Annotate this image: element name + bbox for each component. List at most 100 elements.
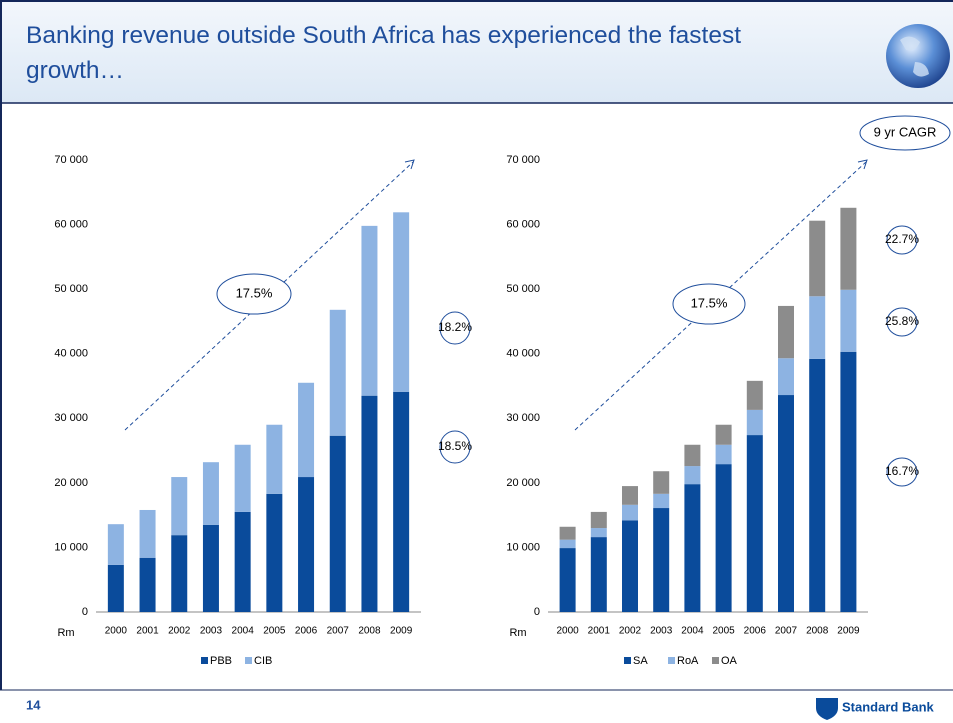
annotation: 18.2%: [438, 320, 472, 334]
globe-icon: [886, 24, 950, 88]
x-tick-label: 2002: [168, 626, 191, 637]
legend-swatch: [668, 657, 675, 664]
bar-segment: [716, 464, 732, 612]
bar-segment: [840, 290, 856, 352]
x-tick-label: 2009: [837, 626, 860, 637]
bar-segment: [778, 395, 794, 612]
slide: Standard Bank 14 0 10 000 20 000 30 000 40 0…: [0, 0, 953, 723]
bar-segment: [393, 392, 409, 612]
annotation: 22.7%: [885, 232, 919, 246]
annotation: 25.8%: [885, 314, 919, 328]
bar-segment: [840, 208, 856, 290]
bar-segment: [108, 565, 124, 612]
bar-segment: [747, 410, 763, 435]
bar-segment: [809, 296, 825, 359]
bar-segment: [235, 512, 251, 612]
legend-label: SA: [633, 655, 648, 667]
x-tick-label: 2008: [358, 626, 381, 637]
bar-segment: [330, 310, 346, 436]
x-tick-label: 2004: [681, 626, 704, 637]
bar-segment: [747, 381, 763, 410]
bar-segment: [171, 477, 187, 535]
bar-segment: [393, 212, 409, 392]
bar-segment: [653, 508, 669, 612]
slide-title: Banking revenue outside South Africa has…: [26, 18, 816, 88]
logo-text: Standard Bank: [842, 699, 935, 714]
y-axis-label: Rm: [57, 627, 74, 639]
bar-segment: [684, 466, 700, 484]
x-tick-label: 2001: [136, 626, 159, 637]
y-tick-label: 0: [534, 606, 540, 618]
legend-label: RoA: [677, 655, 699, 667]
chart: Standard Bank 14 0 10 000 20 000 30 000 40 0…: [0, 0, 953, 723]
legend-label: CIB: [254, 655, 272, 667]
bar-segment: [330, 436, 346, 612]
legend-swatch: [245, 657, 252, 664]
bar-segment: [560, 527, 576, 540]
x-tick-label: 2006: [744, 626, 767, 637]
annotation: 17.5%: [691, 295, 728, 310]
bar-segment: [840, 352, 856, 612]
x-tick-label: 2005: [712, 626, 735, 637]
bar-segment: [361, 396, 377, 612]
y-tick-label: 50 000: [506, 283, 540, 295]
bar-segment: [747, 435, 763, 612]
bar-segment: [140, 558, 156, 612]
bar-segment: [684, 445, 700, 466]
legend-swatch: [624, 657, 631, 664]
x-tick-label: 2006: [295, 626, 318, 637]
bar-segment: [203, 525, 219, 612]
y-tick-label: 60 000: [54, 218, 88, 230]
bar-segment: [591, 528, 607, 537]
arrow-head: [405, 160, 414, 169]
legend-label: OA: [721, 655, 738, 667]
bar-segment: [778, 358, 794, 395]
bar-segment: [298, 383, 314, 477]
x-tick-label: 2000: [556, 626, 579, 637]
bar-segment: [560, 540, 576, 548]
x-tick-label: 2007: [775, 626, 798, 637]
page-number: 14: [26, 697, 41, 712]
y-tick-label: 20 000: [54, 477, 88, 489]
bar-segment: [560, 548, 576, 612]
bar-segment: [716, 425, 732, 445]
bar-segment: [716, 445, 732, 464]
y-tick-label: 40 000: [506, 348, 540, 360]
bar-segment: [622, 486, 638, 505]
bar-segment: [653, 471, 669, 494]
y-tick-label: 0: [82, 606, 88, 618]
bar-segment: [235, 445, 251, 512]
x-tick-label: 2005: [263, 626, 286, 637]
bar-segment: [266, 494, 282, 612]
y-tick-label: 30 000: [54, 412, 88, 424]
x-tick-label: 2000: [105, 626, 128, 637]
bar-segment: [591, 537, 607, 612]
legend-label: PBB: [210, 655, 232, 667]
bar-segment: [108, 524, 124, 565]
bar-segment: [622, 505, 638, 520]
x-tick-label: 2003: [650, 626, 673, 637]
bar-segment: [361, 226, 377, 396]
x-tick-label: 2009: [390, 626, 413, 637]
y-tick-label: 70 000: [54, 154, 88, 166]
y-tick-label: 10 000: [506, 541, 540, 553]
y-tick-label: 70 000: [506, 154, 540, 166]
bar-segment: [778, 306, 794, 358]
bar-segment: [653, 494, 669, 508]
annotation: 9 yr CAGR: [874, 124, 937, 139]
legend-swatch: [712, 657, 719, 664]
x-tick-label: 2007: [327, 626, 350, 637]
bar-segment: [140, 510, 156, 558]
bar-segment: [266, 425, 282, 494]
y-axis-label: Rm: [509, 627, 526, 639]
bar-segment: [809, 359, 825, 612]
bar-segment: [684, 484, 700, 612]
y-tick-label: 30 000: [506, 412, 540, 424]
x-tick-label: 2002: [619, 626, 642, 637]
bar-segment: [809, 221, 825, 297]
x-tick-label: 2003: [200, 626, 223, 637]
x-tick-label: 2004: [232, 626, 255, 637]
y-tick-label: 20 000: [506, 477, 540, 489]
bar-segment: [591, 512, 607, 528]
x-tick-label: 2001: [588, 626, 611, 637]
